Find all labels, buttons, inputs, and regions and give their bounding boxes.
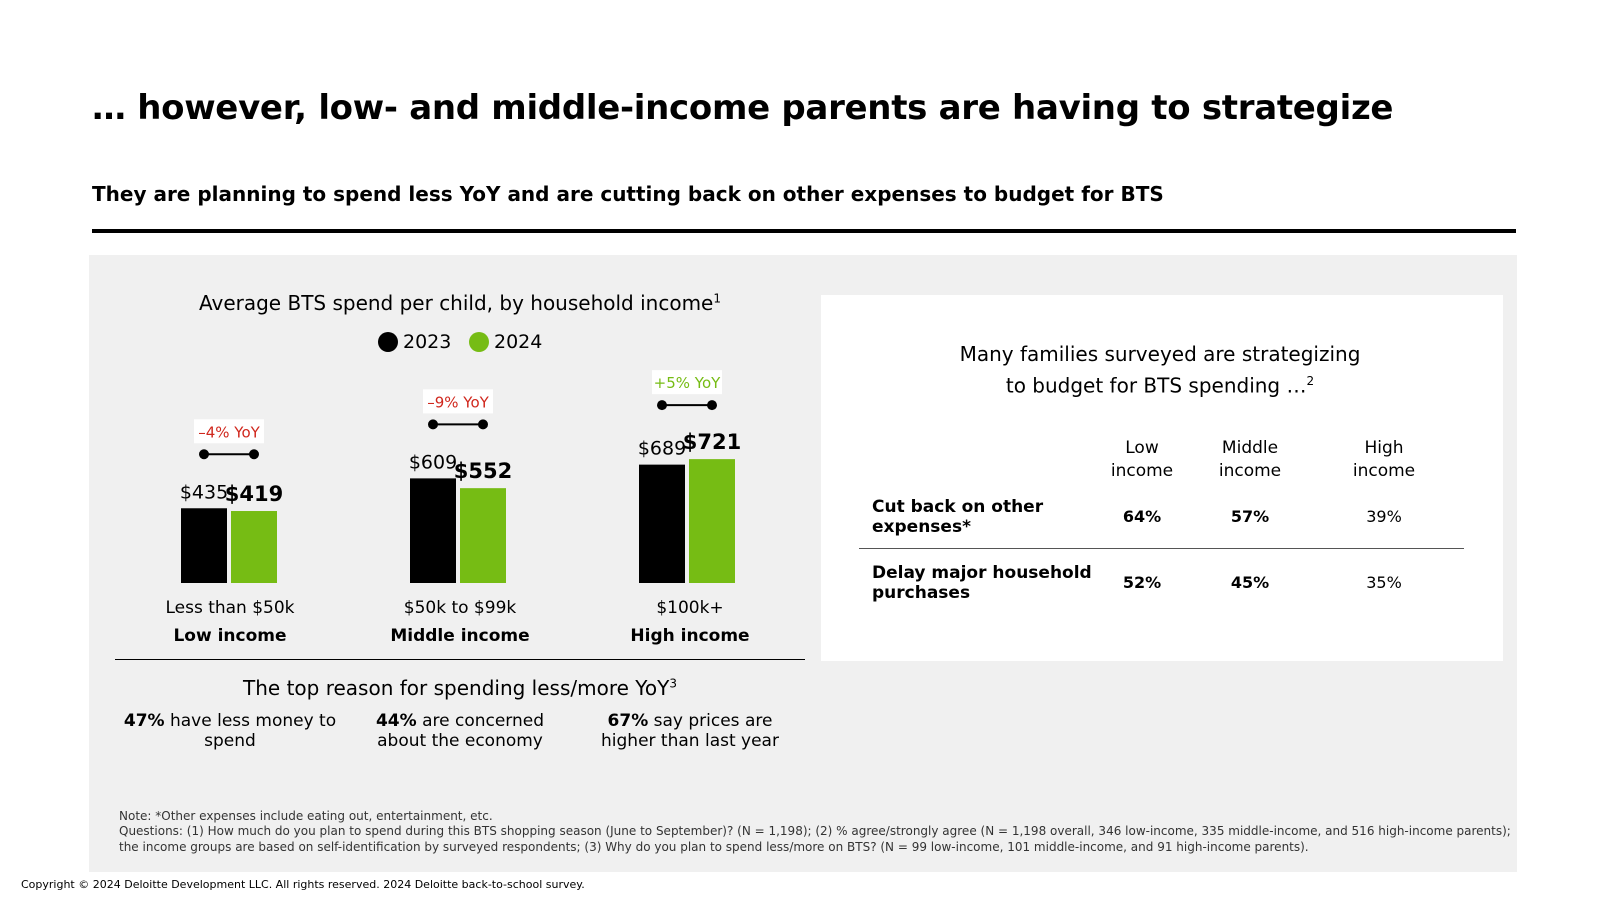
legend-swatch-2024	[469, 332, 489, 352]
cell-low-delay: 52%	[1122, 573, 1162, 592]
cell-high-delay: 35%	[1366, 573, 1402, 592]
group-label-low: Low income	[173, 626, 287, 646]
yoy-connector-dot	[428, 419, 438, 430]
title-rule	[92, 229, 1516, 233]
yoy-label-bg	[652, 370, 722, 395]
cell-middle-cut-back: 57%	[1230, 507, 1270, 526]
reason-pct: 47%	[123, 711, 165, 731]
bar-2023	[410, 478, 456, 583]
copyright: Copyright © 2024 Deloitte Development LL…	[21, 878, 585, 891]
cell-high-cut-back: 39%	[1366, 507, 1402, 526]
reason-item: 47% have less money to spend	[120, 711, 340, 751]
page-title: … however, low- and middle-income parent…	[92, 88, 1394, 128]
group-label-high: High income	[630, 626, 750, 646]
yoy-label: –9% YoY	[427, 393, 489, 411]
category-label-high: $100k+	[656, 598, 724, 618]
yoy-connector-dot	[478, 419, 488, 430]
reason-pct: 67%	[607, 711, 649, 731]
reason-text: are concerned about the economy	[377, 711, 545, 751]
group-label-middle: Middle income	[390, 626, 530, 646]
chart-title: Average BTS spend per child, by househol…	[198, 291, 721, 315]
legend-item-2024: 2024	[469, 331, 542, 353]
footnote-questions-cont: the income groups are based on self-iden…	[119, 840, 1309, 854]
reason-item: 67% say prices are higher than last year	[580, 711, 800, 751]
bar-2023	[181, 508, 227, 583]
reason-text: have less money to spend	[164, 711, 337, 751]
bar-2023	[639, 464, 685, 583]
data-label-2024: $721	[683, 430, 741, 454]
yoy-connector-dot	[707, 400, 717, 411]
yoy-connector-dot	[249, 449, 259, 460]
column-header-low: Low income	[1110, 438, 1174, 481]
yoy-label: –4% YoY	[198, 423, 260, 441]
data-label-2023: $435	[180, 481, 228, 503]
row-label-cut-back: Cut back on other expenses*	[872, 497, 1044, 537]
data-label-2023: $689	[638, 438, 686, 460]
bar-2024	[460, 488, 506, 583]
legend-item-2023: 2023	[378, 331, 451, 353]
footnote-questions: Questions: (1) How much do you plan to s…	[119, 824, 1511, 838]
yoy-label-bg	[423, 389, 493, 414]
table-row-divider	[859, 548, 1464, 549]
strategies-card	[821, 295, 1503, 661]
data-label-2023: $609	[409, 451, 457, 473]
bar-2024	[689, 459, 735, 583]
legend-label-2023: 2023	[403, 331, 452, 353]
cell-low-cut-back: 64%	[1122, 507, 1162, 526]
column-header-middle: Middle income	[1218, 438, 1282, 481]
page-subtitle: They are planning to spend less YoY and …	[92, 182, 1164, 206]
reasons-title: The top reason for spending less/more Yo…	[243, 676, 677, 700]
data-label-2024: $419	[225, 482, 283, 506]
yoy-connector-dot	[199, 449, 209, 460]
yoy-label-bg	[194, 419, 264, 444]
column-header-high: High income	[1352, 438, 1416, 481]
yoy-connector-dot	[657, 400, 667, 411]
legend-label-2024: 2024	[494, 331, 543, 353]
strategies-title: Many families surveyed are strategizing …	[959, 342, 1361, 398]
section-divider	[115, 659, 805, 660]
category-label-low: Less than $50k	[165, 598, 295, 618]
yoy-label: +5% YoY	[654, 374, 721, 392]
category-label-middle: $50k to $99k	[403, 598, 517, 618]
cell-middle-delay: 45%	[1230, 573, 1270, 592]
footnote-note: Note: *Other expenses include eating out…	[119, 809, 493, 823]
reason-text: say prices are higher than last year	[601, 711, 779, 751]
reason-item: 44% are concerned about the economy	[350, 711, 570, 751]
data-label-2024: $552	[454, 459, 512, 483]
reason-pct: 44%	[375, 711, 417, 731]
row-label-delay: Delay major household purchases	[872, 563, 1092, 603]
legend-swatch-2023	[378, 332, 398, 352]
bar-2024	[231, 511, 277, 583]
